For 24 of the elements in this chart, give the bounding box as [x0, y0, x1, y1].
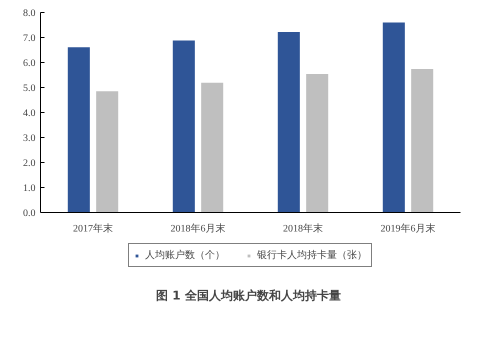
y-tick-label: 4.0 — [23, 108, 36, 119]
y-tick-label: 1.0 — [23, 183, 36, 194]
y-tick-label: 8.0 — [23, 8, 36, 19]
bar — [278, 32, 300, 212]
bar — [306, 74, 328, 212]
x-tick-label: 2017年末 — [73, 222, 113, 234]
bar — [172, 40, 195, 212]
x-tick-label: 2018年末 — [283, 222, 323, 234]
legend-label: 人均账户数（个） — [145, 248, 225, 262]
y-tick-label: 2.0 — [23, 158, 36, 169]
text: 图 1 全国人均账户数和人均持卡量 — [156, 288, 341, 302]
y-tick-label: 7.0 — [23, 33, 36, 44]
bar — [411, 69, 434, 212]
y-tick-label: 5.0 — [23, 83, 36, 94]
y-tick-label: 3.0 — [23, 133, 36, 144]
x-tick-label: 2018年6月末 — [170, 222, 226, 234]
bar — [96, 91, 118, 212]
bar — [382, 22, 405, 212]
y-tick-label: 0.0 — [23, 208, 36, 219]
y-tick-label: 6.0 — [23, 58, 36, 69]
bar — [68, 47, 90, 212]
x-tick-label: 2019年6月末 — [380, 222, 436, 234]
legend-label: 银行卡人均持卡量（张） — [257, 248, 367, 262]
bar — [201, 82, 224, 212]
